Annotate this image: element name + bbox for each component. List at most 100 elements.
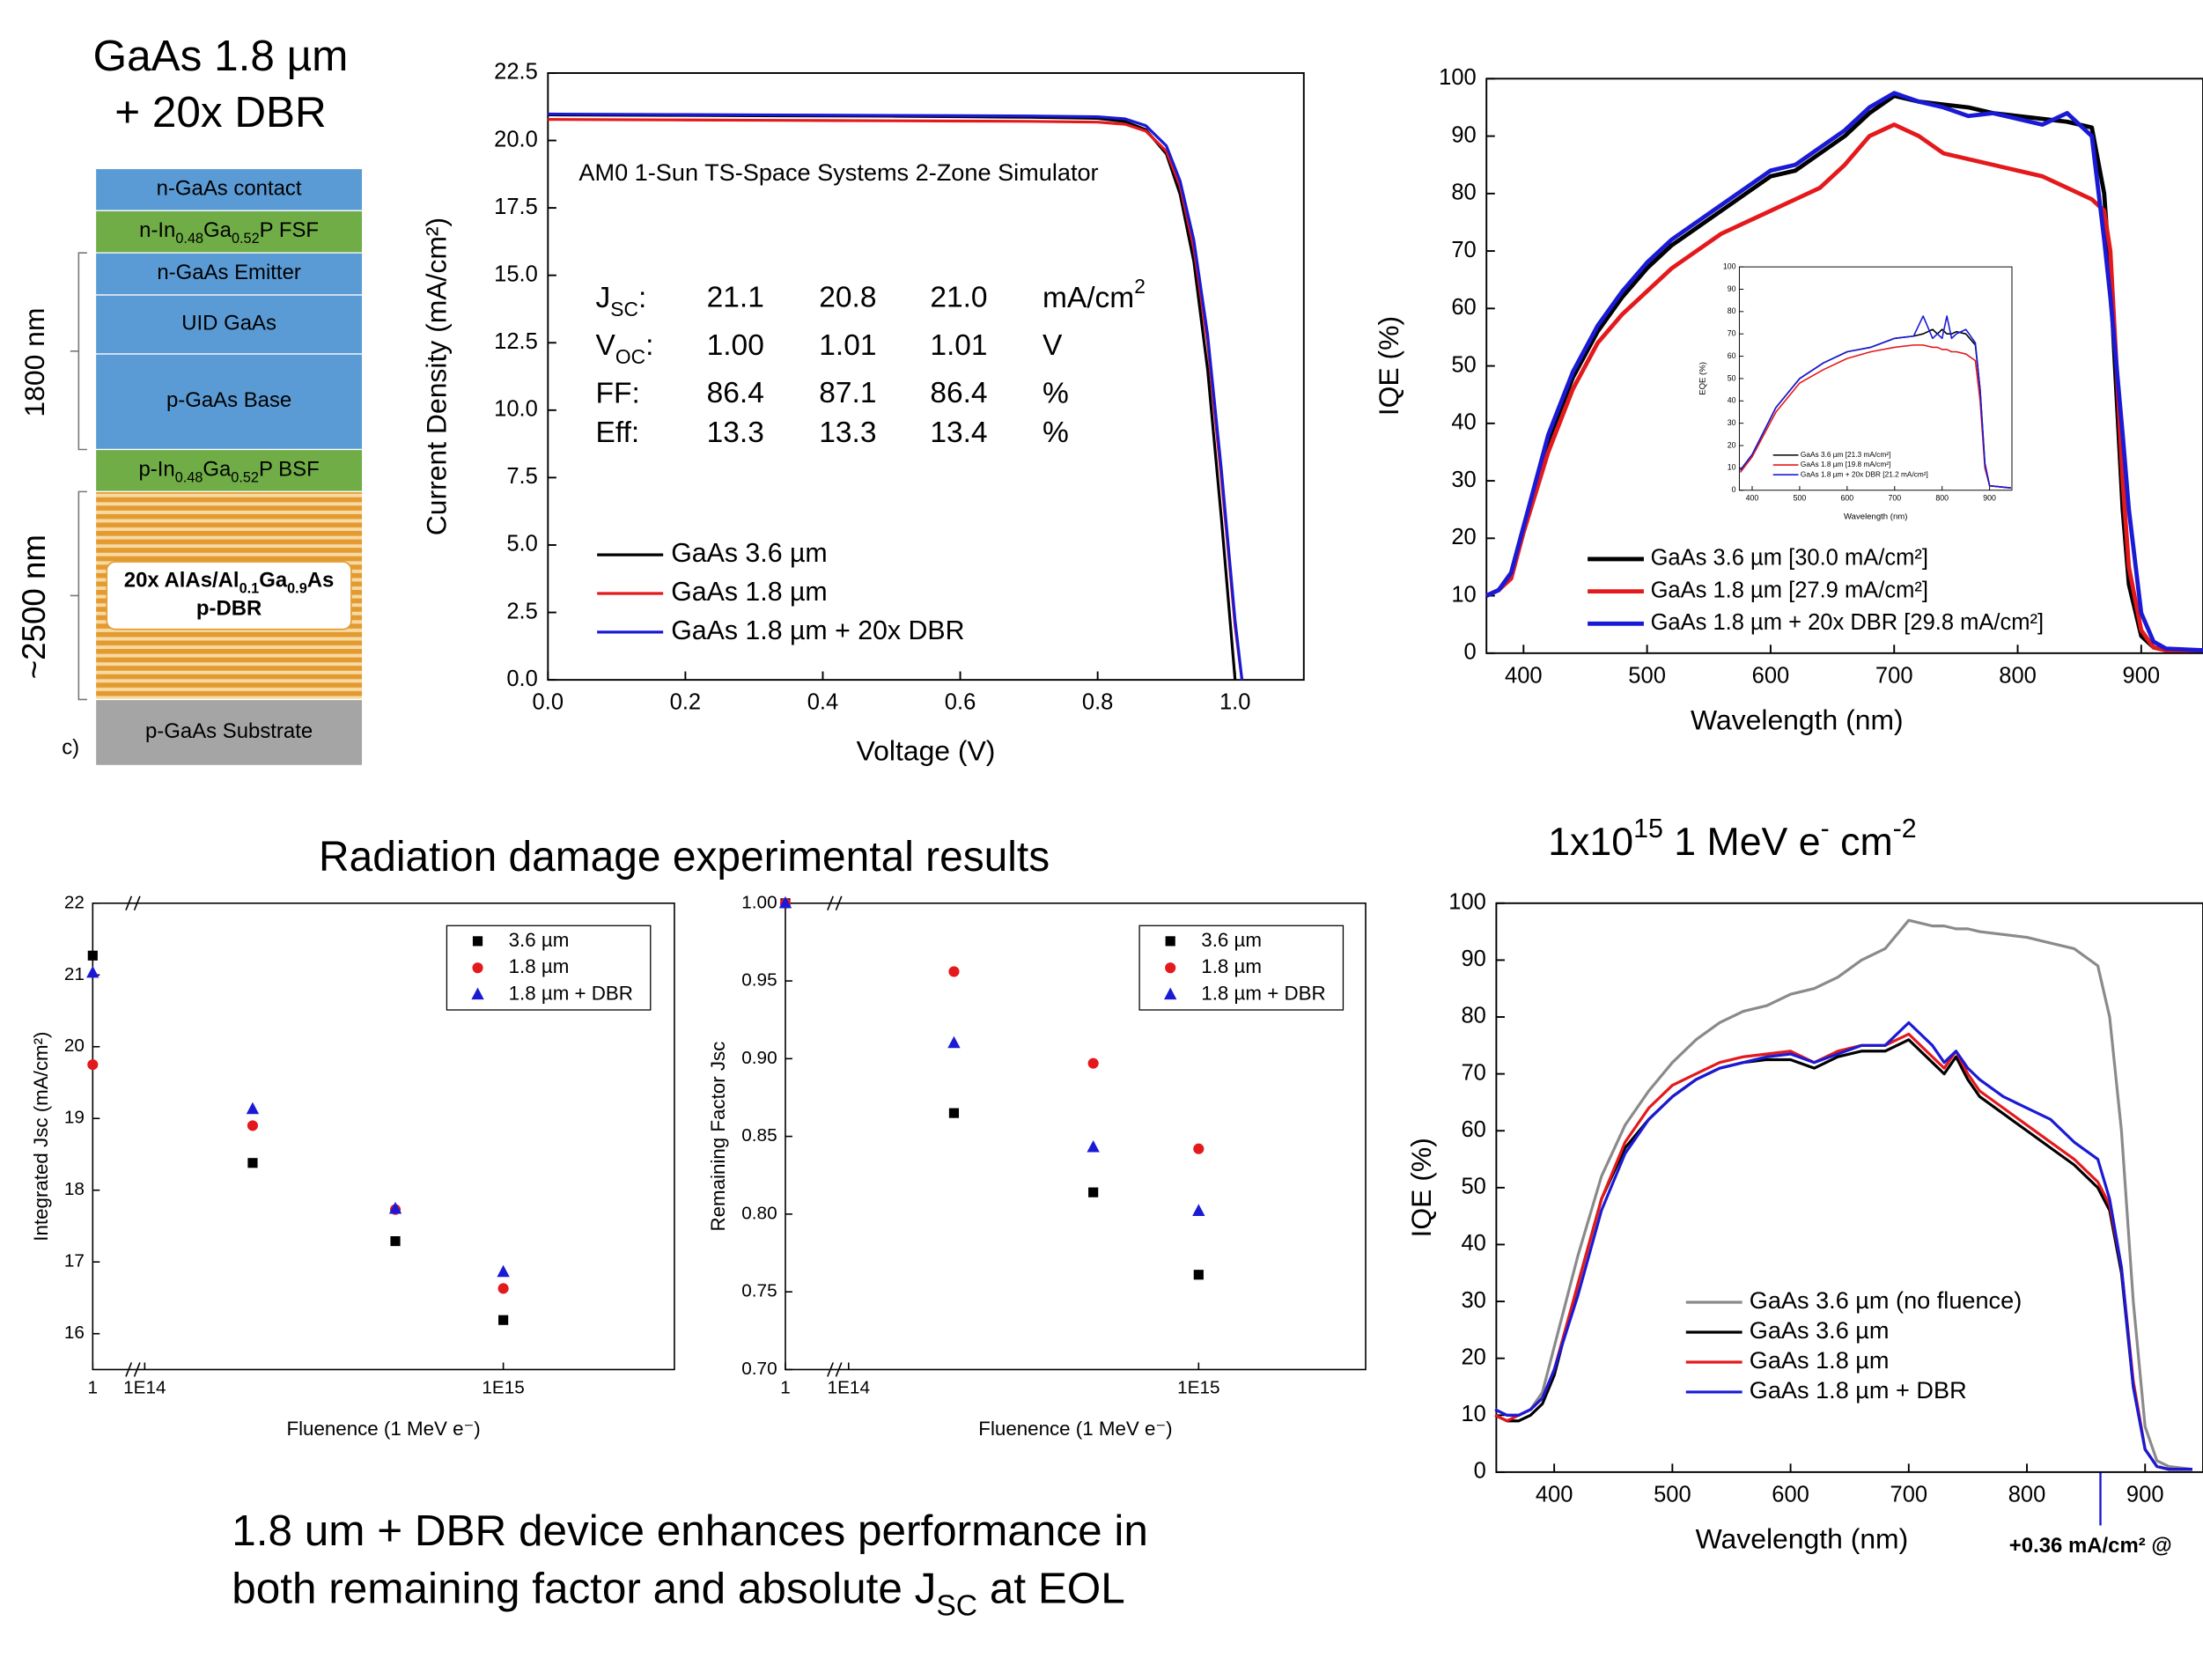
chart-title-part: -	[1821, 814, 1830, 843]
layer-label-part: 0.52	[232, 232, 260, 247]
table-label-part: OC	[615, 345, 645, 368]
cell-title: + 20x DBR	[114, 88, 327, 136]
y-tick-label: 70	[1451, 238, 1476, 262]
x-tick-label: 500	[1654, 1482, 1691, 1507]
table-label: Eff:	[596, 416, 640, 449]
legend-marker	[1164, 987, 1177, 1000]
layer	[94, 210, 364, 254]
axis-break	[125, 1362, 141, 1377]
legend-marker	[472, 936, 483, 947]
table-unit: mA/cm2	[1043, 275, 1146, 314]
y-tick-label: 1.00	[741, 892, 777, 912]
section-title: Radiation damage experimental results	[319, 834, 1050, 881]
table-label: VOC:	[596, 329, 654, 368]
table-label-part: V	[596, 329, 616, 362]
data-point	[498, 1315, 509, 1325]
y-tick-label: 0.80	[741, 1203, 777, 1223]
y-tick-label: 18	[64, 1179, 85, 1199]
x-tick-label: 500	[1794, 493, 1807, 502]
y-tick-label: 0.0	[506, 667, 537, 691]
x-tick-label: 1E14	[123, 1378, 166, 1398]
data-point	[247, 1120, 259, 1131]
y-tick-label: 50	[1461, 1175, 1485, 1199]
data-point	[247, 1158, 258, 1168]
legend-marker	[472, 962, 483, 974]
y-axis-label: Current Density (mA/cm²)	[420, 217, 452, 535]
conclusion-part: SC	[936, 1590, 977, 1623]
data-point	[86, 965, 99, 978]
legend-label: GaAs 3.6 µm	[1750, 1316, 1890, 1344]
legend-label: GaAs 3.6 µm [30.0 mA/cm²]	[1651, 546, 1928, 571]
y-tick-label: 20	[1728, 440, 1736, 449]
table-unit: %	[1043, 416, 1069, 449]
legend-marker	[1165, 936, 1175, 947]
y-tick-label: 7.5	[506, 464, 537, 489]
y-tick-label: 30	[1728, 418, 1736, 427]
layer-label-part: n-In	[139, 219, 175, 243]
y-tick-label: 20	[1451, 525, 1476, 549]
y-tick-label: 16	[64, 1323, 85, 1343]
conclusion-part: both remaining factor and absolute J	[232, 1565, 936, 1613]
chart-title-part: 1x10	[1548, 821, 1633, 864]
legend-label: GaAs 1.8 µm + 20x DBR [21.2 mA/cm²]	[1801, 469, 1928, 478]
x-tick-label: 700	[1890, 1482, 1928, 1507]
y-tick-label: 40	[1728, 396, 1736, 405]
data-point	[87, 950, 98, 961]
legend-label: GaAs 1.8 µm + DBR	[1750, 1376, 1967, 1404]
chart-title-part: 15	[1633, 814, 1663, 843]
x-tick-label: 0.8	[1082, 690, 1113, 715]
table-label-part: :	[645, 329, 653, 362]
table-value: 13.3	[819, 416, 876, 449]
x-tick-label: 1E15	[482, 1378, 524, 1398]
layer-label-box	[106, 561, 352, 630]
data-point	[87, 1059, 99, 1071]
table-label-part: :	[638, 282, 646, 314]
layer-label-part: Ga	[259, 569, 288, 593]
table-unit-part: V	[1043, 329, 1063, 362]
data-point	[947, 1035, 961, 1049]
data-point	[948, 966, 960, 977]
data-point	[1193, 1143, 1205, 1154]
y-tick-label: 80	[1461, 1004, 1485, 1028]
table-value: 20.8	[819, 282, 876, 314]
table-value: 21.0	[930, 282, 987, 314]
x-tick-label: 1E14	[828, 1378, 870, 1398]
layer-label-part: 0.48	[175, 232, 203, 247]
data-point	[388, 1201, 402, 1214]
y-tick-label: 70	[1728, 329, 1736, 338]
layer-label: p-DBR	[196, 597, 262, 621]
x-tick-label: 0.6	[945, 690, 976, 715]
layer-label-part: p-DBR	[196, 597, 262, 621]
legend-label: 1.8 µm	[1201, 955, 1262, 977]
plot-frame	[1495, 902, 2203, 1473]
legend-marker	[471, 987, 484, 1000]
y-tick-label: 12.5	[494, 329, 538, 354]
layer-label-part: p-In	[138, 458, 174, 482]
legend-label: GaAs 3.6 µm [21.3 mA/cm²]	[1801, 450, 1890, 459]
layer-label-part: UID GaAs	[181, 312, 276, 335]
y-tick-label: 22	[64, 892, 85, 912]
layer-label: n-GaAs Emitter	[157, 261, 301, 284]
legend-label: 1.8 µm	[509, 955, 570, 977]
cell-title: GaAs 1.8 µm	[93, 32, 349, 80]
x-axis-label: Wavelength (nm)	[1696, 1522, 1909, 1554]
chart-title-part: -2	[1893, 814, 1917, 843]
table-unit-part: %	[1043, 416, 1069, 449]
y-tick-label: 80	[1728, 306, 1736, 315]
layer-label: p-GaAs Substrate	[145, 719, 313, 743]
table-value: 13.4	[930, 416, 987, 449]
layer	[94, 167, 364, 211]
legend-label: 1.8 µm + DBR	[1201, 982, 1325, 1004]
legend-label: 1.8 µm + DBR	[509, 982, 633, 1004]
legend-label: GaAs 1.8 µm + 20x DBR	[671, 616, 964, 645]
x-tick-label: 0.2	[670, 690, 701, 715]
y-tick-label: 90	[1451, 122, 1476, 147]
y-tick-label: 22.5	[494, 60, 538, 85]
y-tick-label: 80	[1451, 181, 1476, 205]
y-tick-label: 21	[64, 964, 85, 984]
x-tick-label: 1E15	[1177, 1378, 1219, 1398]
axis-break	[827, 1362, 843, 1377]
x-tick-label: 400	[1746, 493, 1759, 502]
table-label-part: SC	[610, 298, 638, 321]
